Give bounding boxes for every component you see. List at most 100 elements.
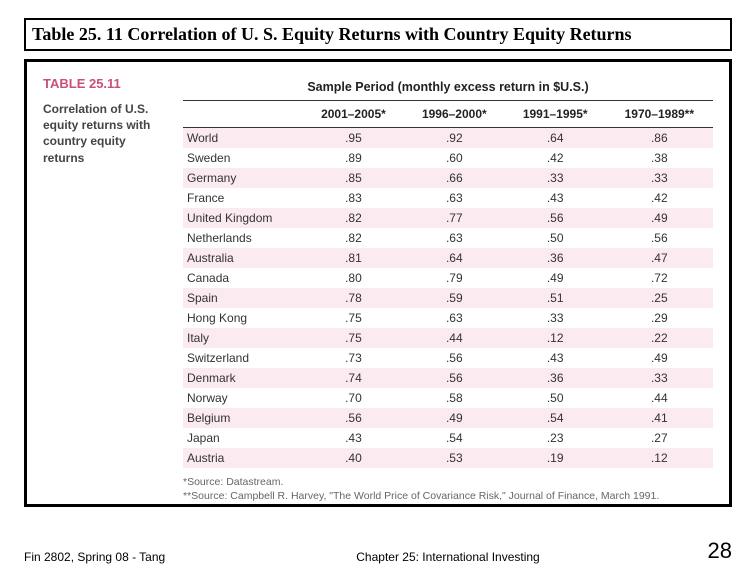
cell-value: .33 (606, 168, 713, 188)
cell-value: .92 (404, 128, 505, 149)
cell-value: .33 (505, 168, 606, 188)
cell-country: Belgium (183, 408, 303, 428)
cell-value: .56 (505, 208, 606, 228)
cell-value: .86 (606, 128, 713, 149)
table-row: Spain.78.59.51.25 (183, 288, 713, 308)
table-number: TABLE 25.11 (43, 76, 183, 91)
col-period: 1996–2000* (404, 101, 505, 128)
cell-value: .25 (606, 288, 713, 308)
cell-value: .73 (303, 348, 404, 368)
cell-value: .41 (606, 408, 713, 428)
cell-value: .85 (303, 168, 404, 188)
footnotes: *Source: Datastream. **Source: Campbell … (43, 476, 713, 503)
cell-value: .42 (606, 188, 713, 208)
cell-value: .54 (505, 408, 606, 428)
cell-value: .43 (505, 348, 606, 368)
cell-value: .60 (404, 148, 505, 168)
table-row: Belgium.56.49.54.41 (183, 408, 713, 428)
cell-country: Switzerland (183, 348, 303, 368)
cell-value: .56 (606, 228, 713, 248)
table-row: France.83.63.43.42 (183, 188, 713, 208)
table-row: Japan.43.54.23.27 (183, 428, 713, 448)
cell-value: .95 (303, 128, 404, 149)
table-row: Switzerland.73.56.43.49 (183, 348, 713, 368)
cell-value: .64 (404, 248, 505, 268)
slide-footer: Fin 2802, Spring 08 - Tang Chapter 25: I… (24, 538, 732, 564)
table-row: World.95.92.64.86 (183, 128, 713, 149)
cell-value: .75 (303, 328, 404, 348)
cell-value: .80 (303, 268, 404, 288)
cell-value: .49 (505, 268, 606, 288)
table-row: United Kingdom.82.77.56.49 (183, 208, 713, 228)
sample-period-header: Sample Period (monthly excess return in … (183, 76, 713, 101)
cell-value: .77 (404, 208, 505, 228)
cell-value: .74 (303, 368, 404, 388)
cell-value: .75 (303, 308, 404, 328)
table-row: Canada.80.79.49.72 (183, 268, 713, 288)
cell-value: .58 (404, 388, 505, 408)
cell-value: .53 (404, 448, 505, 468)
cell-value: .89 (303, 148, 404, 168)
cell-value: .49 (404, 408, 505, 428)
cell-value: .44 (404, 328, 505, 348)
cell-country: Denmark (183, 368, 303, 388)
cell-country: Austria (183, 448, 303, 468)
cell-country: Spain (183, 288, 303, 308)
cell-value: .23 (505, 428, 606, 448)
cell-value: .70 (303, 388, 404, 408)
cell-country: Germany (183, 168, 303, 188)
table-desc-line: country equity (43, 134, 126, 148)
cell-value: .82 (303, 208, 404, 228)
data-table-region: Sample Period (monthly excess return in … (183, 76, 713, 468)
cell-value: .33 (505, 308, 606, 328)
col-period: 1970–1989** (606, 101, 713, 128)
cell-value: .63 (404, 228, 505, 248)
cell-value: .63 (404, 188, 505, 208)
cell-value: .56 (404, 368, 505, 388)
table-desc-line: equity returns with (43, 118, 150, 132)
cell-value: .12 (505, 328, 606, 348)
table-desc-line: Correlation of U.S. (43, 102, 148, 116)
cell-country: Norway (183, 388, 303, 408)
footer-center: Chapter 25: International Investing (224, 550, 672, 564)
cell-country: Hong Kong (183, 308, 303, 328)
table-row: Germany.85.66.33.33 (183, 168, 713, 188)
cell-value: .82 (303, 228, 404, 248)
table-frame: TABLE 25.11 Correlation of U.S. equity r… (24, 59, 732, 507)
cell-value: .38 (606, 148, 713, 168)
cell-value: .27 (606, 428, 713, 448)
cell-value: .12 (606, 448, 713, 468)
cell-value: .43 (303, 428, 404, 448)
table-row: Sweden.89.60.42.38 (183, 148, 713, 168)
footnote: **Source: Campbell R. Harvey, "The World… (183, 490, 713, 504)
cell-value: .19 (505, 448, 606, 468)
table-inner: TABLE 25.11 Correlation of U.S. equity r… (43, 76, 713, 468)
table-description: Correlation of U.S. equity returns with … (43, 101, 183, 166)
cell-value: .56 (404, 348, 505, 368)
cell-value: .51 (505, 288, 606, 308)
table-desc-line: returns (43, 151, 84, 165)
table-row: Denmark.74.56.36.33 (183, 368, 713, 388)
table-row: Italy.75.44.12.22 (183, 328, 713, 348)
footer-left: Fin 2802, Spring 08 - Tang (24, 550, 224, 564)
col-country (183, 101, 303, 128)
cell-country: France (183, 188, 303, 208)
cell-country: United Kingdom (183, 208, 303, 228)
cell-country: World (183, 128, 303, 149)
cell-value: .44 (606, 388, 713, 408)
table-side-label: TABLE 25.11 Correlation of U.S. equity r… (43, 76, 183, 468)
slide-title: Table 25. 11 Correlation of U. S. Equity… (24, 18, 732, 51)
col-period: 2001–2005* (303, 101, 404, 128)
cell-country: Sweden (183, 148, 303, 168)
cell-value: .79 (404, 268, 505, 288)
footnote: *Source: Datastream. (183, 476, 713, 490)
table-header-row: 2001–2005* 1996–2000* 1991–1995* 1970–19… (183, 101, 713, 128)
table-row: Norway.70.58.50.44 (183, 388, 713, 408)
table-row: Hong Kong.75.63.33.29 (183, 308, 713, 328)
cell-value: .50 (505, 388, 606, 408)
cell-value: .83 (303, 188, 404, 208)
cell-value: .56 (303, 408, 404, 428)
cell-value: .59 (404, 288, 505, 308)
cell-value: .36 (505, 368, 606, 388)
col-period: 1991–1995* (505, 101, 606, 128)
